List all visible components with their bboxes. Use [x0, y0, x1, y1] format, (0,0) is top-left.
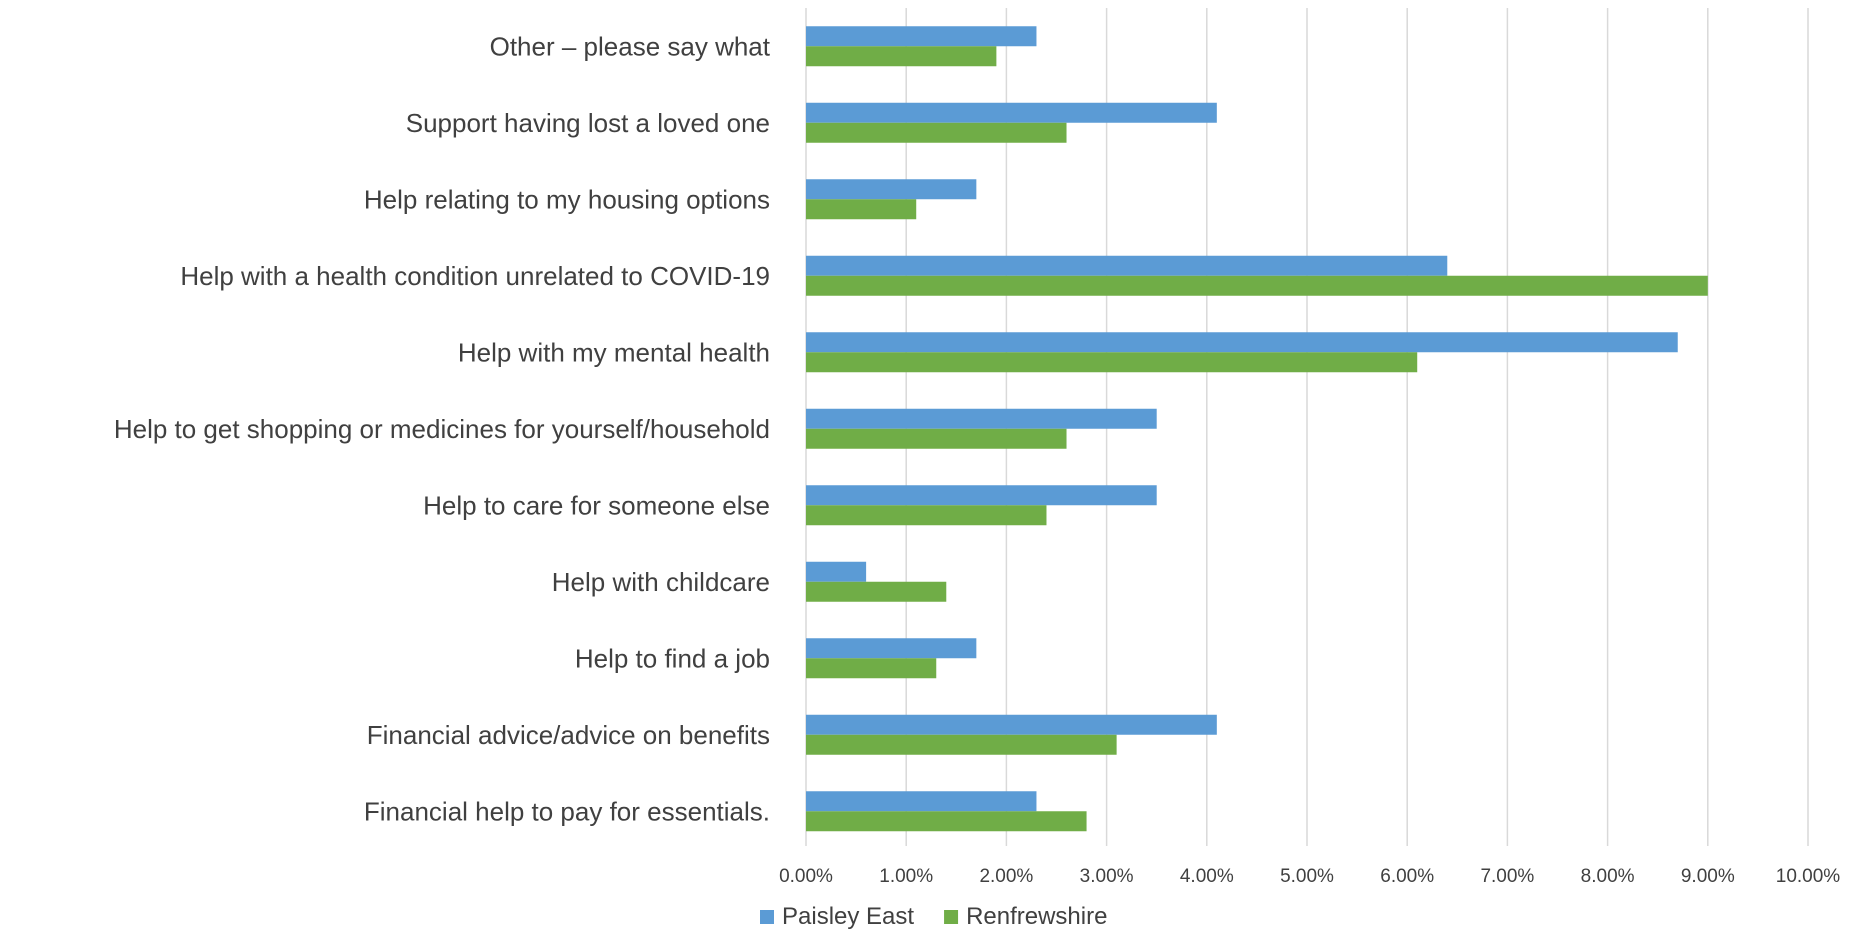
- category-label: Help to find a job: [575, 643, 770, 673]
- bar-paisley-east: [806, 179, 977, 200]
- x-tick-label: 5.00%: [1280, 866, 1334, 887]
- category-labels: Other – please say what Support having lo…: [114, 31, 771, 826]
- bar-renfrewshire: [806, 199, 917, 220]
- category-label: Other – please say what: [490, 31, 771, 61]
- bar-renfrewshire: [806, 428, 1067, 449]
- category-label: Help to care for someone else: [423, 490, 770, 520]
- bars: [806, 26, 1708, 832]
- x-tick-label: 9.00%: [1681, 866, 1735, 887]
- x-tick-label: 1.00%: [879, 866, 933, 887]
- x-tick-label: 0.00%: [779, 866, 833, 887]
- bar-paisley-east: [806, 102, 1217, 123]
- category-label: Support having lost a loved one: [406, 108, 770, 138]
- bar-paisley-east: [806, 561, 867, 582]
- legend-swatch: [760, 910, 774, 924]
- category-label: Help to get shopping or medicines for yo…: [114, 414, 770, 444]
- bar-renfrewshire: [806, 658, 937, 679]
- bar-renfrewshire: [806, 811, 1087, 832]
- x-tick-label: 4.00%: [1180, 866, 1234, 887]
- x-tick-label: 10.00%: [1776, 866, 1841, 887]
- bar-renfrewshire: [806, 581, 947, 602]
- bar-paisley-east: [806, 714, 1217, 735]
- legend-swatch: [944, 910, 959, 924]
- bar-paisley-east: [806, 255, 1448, 276]
- legend-label: Paisley East: [782, 903, 914, 930]
- bar-renfrewshire: [806, 734, 1117, 755]
- x-axis-ticks: 0.00% 1.00% 2.00% 3.00% 4.00% 5.00% 6.00% 7.00%…: [779, 866, 1840, 887]
- legend-label: Renfrewshire: [966, 903, 1107, 930]
- bar-paisley-east: [806, 638, 977, 659]
- category-label: Help with my mental health: [458, 337, 770, 367]
- x-tick-label: 6.00%: [1380, 866, 1434, 887]
- bar-paisley-east: [806, 26, 1037, 47]
- bar-paisley-east: [806, 408, 1157, 429]
- bar-paisley-east: [806, 791, 1037, 812]
- category-label: Help with childcare: [552, 567, 770, 597]
- bar-renfrewshire: [806, 122, 1067, 143]
- bar-renfrewshire: [806, 46, 997, 67]
- bar-renfrewshire: [806, 352, 1418, 373]
- bar-renfrewshire: [806, 505, 1047, 526]
- x-tick-label: 2.00%: [979, 866, 1033, 887]
- bar-paisley-east: [806, 485, 1157, 506]
- gridlines: [805, 8, 1809, 846]
- x-tick-label: 8.00%: [1581, 866, 1635, 887]
- bar-paisley-east: [806, 332, 1678, 353]
- bar-renfrewshire: [806, 275, 1708, 296]
- category-label: Help relating to my housing options: [364, 184, 770, 214]
- x-tick-label: 3.00%: [1080, 866, 1134, 887]
- category-label: Financial advice/advice on benefits: [367, 720, 770, 750]
- category-label: Help with a health condition unrelated t…: [180, 261, 770, 291]
- category-label: Financial help to pay for essentials.: [364, 796, 770, 826]
- legend: Paisley East Renfrewshire: [760, 903, 1107, 930]
- x-tick-label: 7.00%: [1480, 866, 1534, 887]
